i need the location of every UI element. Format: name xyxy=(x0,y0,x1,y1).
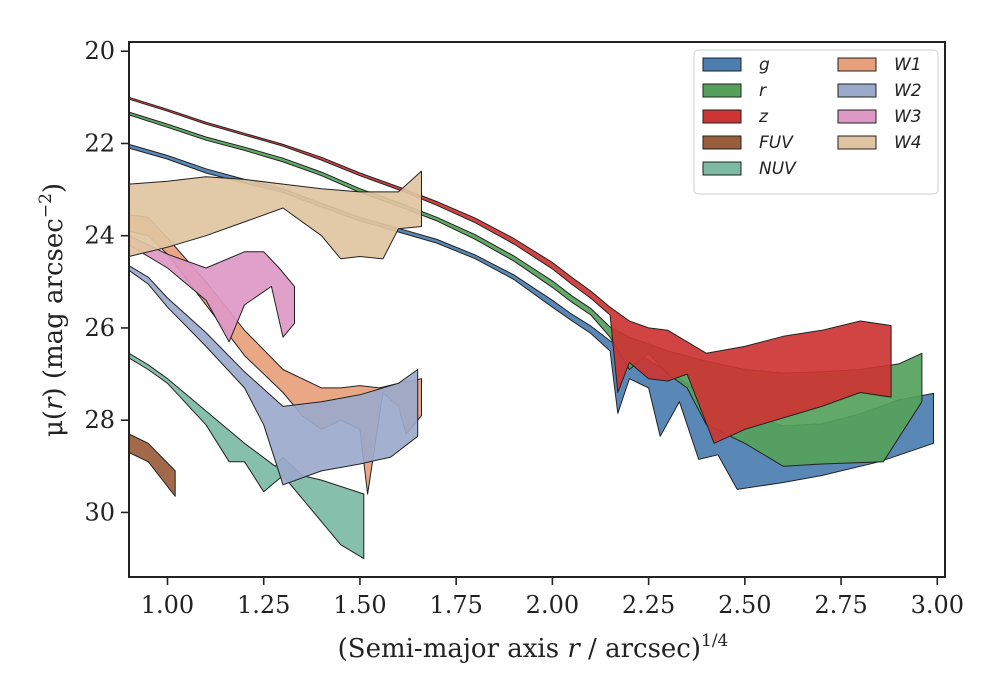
y-axis: 20 22 24 26 28 30 xyxy=(84,37,129,526)
x-axis: 1.00 1.25 1.50 1.75 2.00 2.25 2.50 2.75 3.00 xyxy=(141,577,964,619)
legend: grz FUV NUV W1 W2 W3 W4 xyxy=(693,49,939,195)
series-layer xyxy=(128,96,934,560)
x-tick-label: 1.00 xyxy=(141,591,194,619)
series-band-fuv xyxy=(128,433,176,497)
x-tick-label: 1.25 xyxy=(237,591,290,619)
x-axis-label-sup: 1/4 xyxy=(701,631,728,651)
legend-swatch-w1 xyxy=(837,57,877,72)
legend-swatch-fuv xyxy=(702,135,742,150)
y-axis-label-mu: μ( xyxy=(39,410,69,437)
legend-label-g: g xyxy=(759,55,770,75)
legend-swatch-w3 xyxy=(837,109,877,124)
x-tick-label: 3.00 xyxy=(911,591,964,619)
legend-swatch-nuv xyxy=(702,161,742,176)
plot-frame xyxy=(128,41,946,578)
y-tick-label: 28 xyxy=(84,406,115,434)
y-tick-label: 24 xyxy=(84,222,115,250)
x-axis-label-main: (Semi-major axis xyxy=(338,634,568,664)
legend-label-r: r xyxy=(759,81,767,101)
series-band-w4 xyxy=(128,170,422,260)
x-axis-label-var: r xyxy=(567,634,581,664)
legend-label-z: z xyxy=(758,107,769,127)
y-tick-label: 26 xyxy=(84,314,115,342)
y-axis-label-var: r xyxy=(39,396,69,410)
series-band-w2 xyxy=(128,265,419,486)
legend-swatch-w4 xyxy=(837,135,877,150)
legend-swatch-z xyxy=(702,109,742,124)
y-axis-label-end: ) xyxy=(39,183,69,193)
x-tick-label: 2.00 xyxy=(526,591,579,619)
y-tick-label: 20 xyxy=(84,37,115,65)
legend-label-w2: W2 xyxy=(894,81,922,101)
legend-frame xyxy=(693,49,939,195)
x-tick-label: 2.75 xyxy=(814,591,867,619)
x-tick-label: 2.50 xyxy=(718,591,771,619)
x-tick-label: 2.25 xyxy=(622,591,675,619)
legend-swatch-g xyxy=(702,57,742,72)
y-tick-label: 22 xyxy=(84,129,115,157)
legend-swatch-r xyxy=(702,83,742,98)
x-tick-label: 1.50 xyxy=(333,591,386,619)
legend-label-w3: W3 xyxy=(894,107,922,127)
series-band-nuv xyxy=(128,352,365,560)
y-axis-label-mid: ) (mag arcsec xyxy=(39,218,69,397)
legend-label-fuv: FUV xyxy=(759,133,794,153)
legend-label-w1: W1 xyxy=(894,55,922,75)
legend-label-nuv: NUV xyxy=(759,159,797,179)
y-axis-label: μ(r) (mag arcsec−2) xyxy=(36,183,69,437)
y-axis-label-sup: −2 xyxy=(36,193,56,218)
y-tick-label: 30 xyxy=(84,498,115,526)
legend-swatch-w2 xyxy=(837,83,877,98)
legend-label-w4: W4 xyxy=(894,133,922,153)
x-axis-label: (Semi-major axis r / arcsec)1/4 xyxy=(338,631,729,664)
series-band-w3 xyxy=(128,235,295,343)
x-tick-label: 1.75 xyxy=(429,591,482,619)
x-axis-label-rest: / arcsec) xyxy=(580,634,701,664)
